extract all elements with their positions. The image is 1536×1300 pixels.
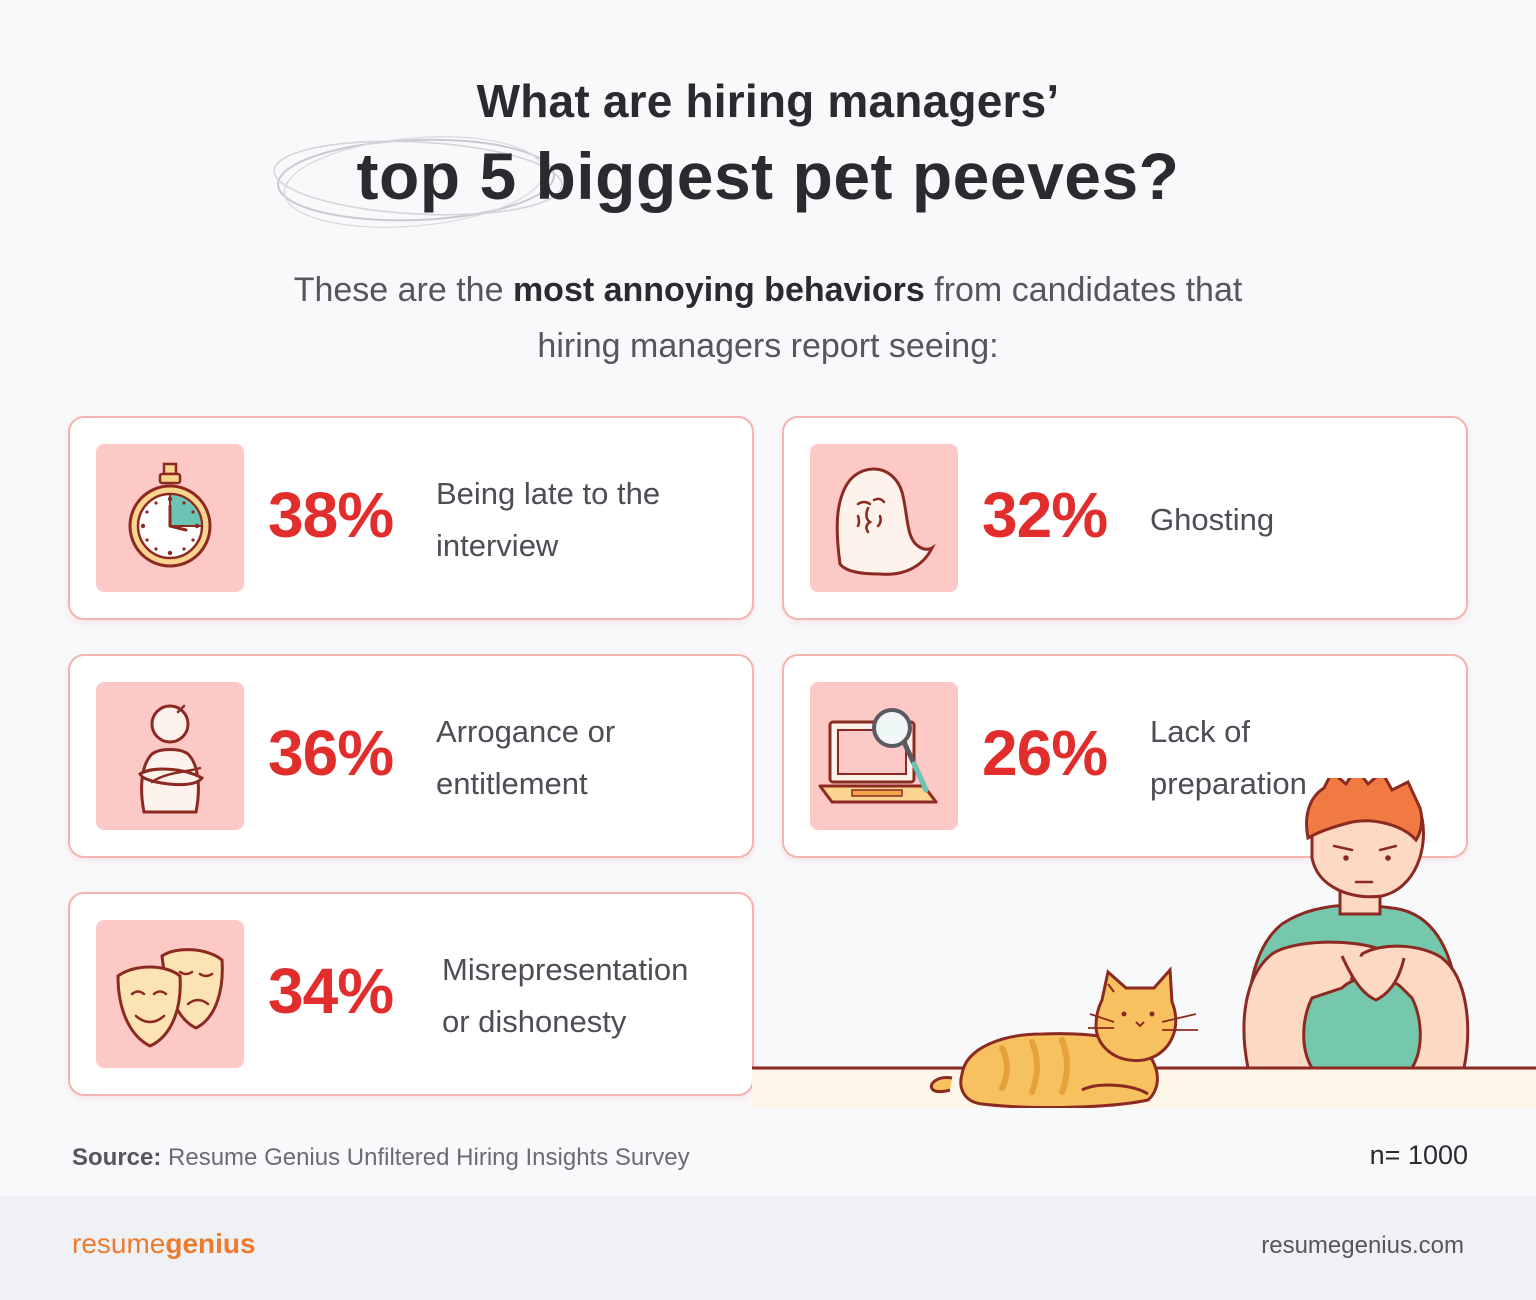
person-and-cat-illustration bbox=[752, 778, 1536, 1108]
stat-label-line-1: Ghosting bbox=[1150, 502, 1275, 537]
stat-card-ghosting: 32% Ghosting bbox=[782, 416, 1468, 620]
stat-label-line-1: Arrogance or bbox=[436, 714, 616, 749]
subtitle: These are the most annoying behaviors fr… bbox=[218, 262, 1318, 374]
stat-percent: 38% bbox=[268, 479, 394, 551]
stopwatch-icon bbox=[96, 444, 244, 592]
stat-label-line-1: Misrepresentation bbox=[442, 952, 689, 987]
source-label: Source: bbox=[72, 1144, 162, 1171]
website-link[interactable]: resumegenius.com bbox=[1261, 1232, 1464, 1259]
stat-label-line-1: Being late to the bbox=[436, 476, 661, 511]
brand-logo-bold: genius bbox=[165, 1228, 256, 1259]
cat-illustration bbox=[929, 966, 1198, 1108]
brand-logo[interactable]: resumegenius bbox=[72, 1228, 256, 1260]
subtitle-emphasis: most annoying behaviors bbox=[512, 271, 925, 309]
stat-label-line-2: entitlement bbox=[436, 766, 588, 801]
laptop-magnifier-icon bbox=[810, 682, 958, 830]
stat-card-late: 38% Being late to the interview bbox=[68, 416, 754, 620]
stat-label: Arrogance or entitlement bbox=[436, 706, 615, 810]
stat-label: Being late to the interview bbox=[436, 468, 660, 572]
person-illustration bbox=[1242, 778, 1470, 1070]
theater-masks-icon bbox=[96, 920, 244, 1068]
stat-label-line-2: or dishonesty bbox=[442, 1004, 627, 1039]
stat-card-dishonesty: 34% Misrepresentation or dishonesty bbox=[68, 892, 754, 1096]
stat-percent: 36% bbox=[268, 717, 394, 789]
source-text: Resume Genius Unfiltered Hiring Insights… bbox=[161, 1144, 690, 1171]
stat-percent: 32% bbox=[982, 479, 1108, 551]
stat-label-line-2: interview bbox=[436, 528, 559, 563]
subtitle-text-end: from candidates that bbox=[924, 271, 1243, 309]
stat-card-arrogance: 36% Arrogance or entitlement bbox=[68, 654, 754, 858]
stat-label: Ghosting bbox=[1150, 494, 1274, 546]
scribble-circle-decoration bbox=[273, 136, 563, 228]
footer-bar: resumegenius resumegenius.com bbox=[0, 1196, 1536, 1300]
source-note: Source: Resume Genius Unfiltered Hiring … bbox=[72, 1144, 690, 1172]
stat-label-line-2: preparation bbox=[1150, 766, 1307, 801]
subtitle-line-2: hiring managers report seeing: bbox=[537, 327, 999, 365]
title-line-2: top 5 biggest pet peeves? bbox=[356, 139, 1180, 213]
sample-size: n= 1000 bbox=[1369, 1140, 1468, 1170]
subtitle-text-start: These are the bbox=[293, 271, 513, 309]
title-line-1: What are hiring managers’ bbox=[476, 75, 1060, 127]
brand-logo-regular: resume bbox=[72, 1228, 166, 1259]
stat-percent: 34% bbox=[268, 955, 394, 1027]
stat-label: Lack of preparation bbox=[1150, 706, 1307, 810]
stat-label-line-1: Lack of bbox=[1150, 714, 1250, 749]
stat-label: Misrepresentation or dishonesty bbox=[442, 944, 688, 1048]
ghost-icon bbox=[810, 444, 958, 592]
arms-crossed-person-icon bbox=[96, 682, 244, 830]
stat-card-preparation: 26% Lack of preparation bbox=[782, 654, 1468, 858]
stat-percent: 26% bbox=[982, 717, 1108, 789]
